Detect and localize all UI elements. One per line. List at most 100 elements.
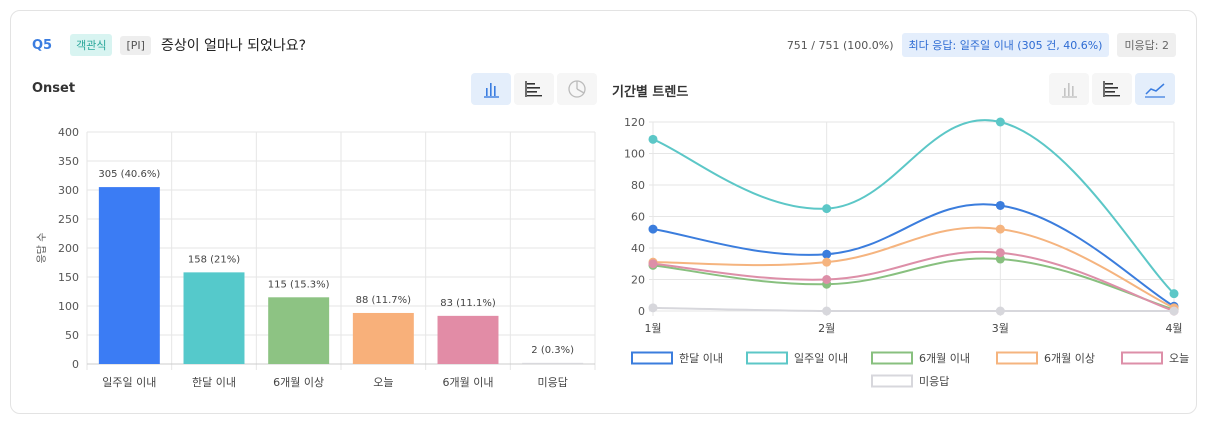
pi-tag: [PI] — [120, 35, 151, 55]
y-tick-label: 0 — [72, 358, 79, 371]
data-point — [648, 224, 658, 234]
bar-data-label: 88 (11.7%) — [356, 295, 412, 306]
data-point — [822, 306, 832, 316]
bar-chart-icon — [484, 83, 499, 98]
x-tick-label: 6개월 이내 — [443, 376, 494, 389]
legend-swatch — [746, 351, 788, 365]
data-point — [822, 204, 832, 214]
horizontal-bar-chart-icon — [1103, 81, 1120, 97]
onset-title: Onset — [32, 81, 76, 96]
x-tick-label: 일주일 이내 — [102, 375, 156, 389]
horizontal-bar-view-button[interactable] — [514, 73, 554, 105]
legend-label: 일주일 이내 — [794, 351, 848, 365]
bar-data-label: 83 (11.1%) — [440, 298, 496, 309]
line-chart-icon — [1145, 83, 1165, 98]
pie-view-button[interactable] — [557, 73, 597, 105]
data-point — [995, 224, 1005, 234]
x-tick-label: 6개월 이상 — [273, 376, 324, 389]
y-tick-label: 80 — [631, 179, 645, 192]
series-line — [652, 226, 1175, 309]
legend-label: 미응답 — [919, 375, 949, 388]
x-tick-label: 오늘 — [373, 376, 393, 389]
series-line — [652, 250, 1175, 312]
trend-title: 기간별 트렌드 — [612, 85, 689, 100]
data-point — [648, 259, 658, 269]
y-tick-label: 120 — [624, 116, 645, 129]
y-axis-label: 응답 수 — [36, 233, 48, 264]
y-tick-label: 20 — [631, 274, 645, 287]
legend-swatch — [871, 351, 913, 365]
line-view-button[interactable] — [1135, 73, 1175, 105]
data-point — [822, 275, 832, 284]
y-tick-label: 350 — [58, 155, 79, 168]
bar — [183, 272, 245, 364]
y-tick-label: 100 — [58, 300, 79, 313]
question-header: Q5 객관식 [PI] 증상이 얼마나 되었나요? — [32, 34, 306, 56]
response-count: 751 / 751 (100.0%) — [786, 38, 894, 52]
y-tick-label: 60 — [631, 211, 645, 224]
trend-line-chart: 0 20 40 60 80 100 120 1월 2월 3월 4월 한달 이내 일주일 이내 6개월 이… — [624, 116, 1189, 388]
legend-label: 6개월 이상 — [1044, 352, 1095, 365]
legend-swatch — [1121, 351, 1163, 365]
no-response-badge: 미응답: 2 — [1117, 33, 1176, 57]
series-line — [652, 119, 1175, 295]
bar — [352, 312, 414, 364]
legend-swatch — [631, 351, 673, 365]
x-tick-label: 3월 — [992, 322, 1009, 335]
y-tick-label: 150 — [58, 271, 79, 284]
series-line — [652, 257, 1175, 311]
legend-label: 한달 이내 — [679, 352, 723, 365]
question-type-tag: 객관식 — [70, 34, 113, 56]
y-tick-label: 250 — [58, 213, 79, 226]
bar — [437, 315, 499, 364]
onset-bar-chart: 0 50 100 150 200 250 300 350 400 응답 수 305 (40.6%)… — [36, 126, 596, 389]
y-tick-label: 40 — [631, 242, 645, 255]
trend-bar-view-button[interactable] — [1049, 73, 1089, 105]
horizontal-bar-chart-icon — [525, 81, 542, 97]
data-point — [822, 249, 832, 259]
bar — [522, 362, 584, 364]
data-point — [995, 200, 1005, 210]
x-tick-label: 1월 — [644, 322, 661, 335]
question-title: 증상이 얼마나 되었나요? — [160, 38, 307, 54]
data-point — [1169, 289, 1179, 299]
y-tick-label: 100 — [624, 148, 645, 161]
bar-view-button[interactable] — [471, 73, 511, 105]
bar-chart-icon — [1062, 83, 1077, 98]
y-tick-label: 300 — [58, 184, 79, 197]
data-point — [1169, 306, 1179, 316]
legend-label: 6개월 이내 — [919, 352, 970, 365]
legend-swatch — [996, 351, 1038, 365]
data-point — [648, 303, 658, 313]
bar-data-label: 115 (15.3%) — [268, 279, 330, 290]
data-point — [995, 254, 1005, 264]
question-card: Q5 객관식 [PI] 증상이 얼마나 되었나요? 751 / 751 (100… — [10, 10, 1197, 414]
bar — [268, 297, 330, 364]
bar-data-label: 158 (21%) — [188, 254, 240, 265]
data-point — [995, 248, 1005, 258]
y-tick-label: 50 — [65, 329, 79, 342]
question-number: Q5 — [32, 37, 53, 53]
bar-data-label: 305 (40.6%) — [98, 169, 160, 180]
bar-data-label: 2 (0.3%) — [531, 345, 574, 356]
y-tick-label: 0 — [638, 305, 645, 318]
data-point — [648, 134, 658, 144]
x-tick-label: 한달 이내 — [192, 376, 236, 389]
series-line — [652, 203, 1175, 308]
pie-chart-icon — [568, 80, 586, 98]
x-tick-label: 2월 — [818, 322, 835, 335]
data-point — [995, 117, 1005, 127]
legend-label: 오늘 — [1169, 352, 1189, 365]
question-stats: 751 / 751 (100.0%) 최다 응답: 일주일 이내 (305 건,… — [786, 33, 1176, 57]
data-point — [822, 257, 832, 267]
x-tick-label: 4월 — [1165, 322, 1182, 335]
top-answer-badge: 최다 응답: 일주일 이내 (305 건, 40.6%) — [901, 33, 1110, 57]
trend-horizontal-bar-view-button[interactable] — [1092, 73, 1132, 105]
legend-swatch — [871, 374, 913, 388]
x-tick-label: 미응답 — [537, 376, 567, 389]
y-tick-label: 400 — [58, 126, 79, 139]
y-tick-label: 200 — [58, 242, 79, 255]
bar — [98, 187, 160, 364]
series-line — [652, 306, 1174, 313]
data-point — [995, 306, 1005, 316]
